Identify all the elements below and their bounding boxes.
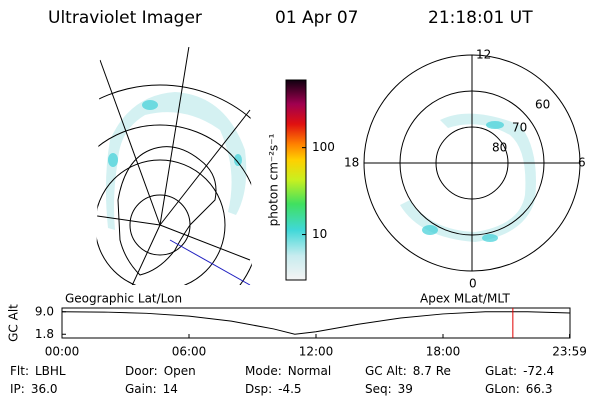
status-value: 39: [398, 382, 413, 396]
status-label: IP:: [10, 382, 25, 396]
status-value: 8.7 Re: [413, 364, 451, 378]
x-tick-label: 23:59: [552, 345, 587, 359]
status-field: IP: 36.0: [10, 382, 58, 396]
status-label: GLat:: [485, 364, 517, 378]
colorbar-tick-label: 10: [312, 227, 327, 241]
status-value: Open: [164, 364, 196, 378]
mlt-label: 6: [578, 156, 586, 170]
status-field: Flt: LBHL: [10, 364, 66, 378]
status-value: 36.0: [31, 382, 58, 396]
y-tick-label: 9.0: [35, 304, 54, 318]
status-value: Normal: [288, 364, 331, 378]
y-tick-label: 1.8: [35, 327, 54, 341]
left-panel-label: Geographic Lat/Lon: [65, 292, 182, 306]
status-label: Mode:: [245, 364, 282, 378]
colorbar-label: photon cm⁻²s⁻¹: [267, 133, 281, 226]
status-value: -4.5: [278, 382, 301, 396]
status-label: Dsp:: [245, 382, 272, 396]
x-tick-label: 18:00: [426, 345, 461, 359]
mlt-label: 0: [469, 277, 477, 291]
mlat-label: 60: [535, 98, 550, 112]
status-label: GC Alt:: [365, 364, 407, 378]
status-field: Seq: 39: [365, 382, 413, 396]
status-value: LBHL: [35, 364, 66, 378]
x-tick-label: 06:00: [172, 345, 207, 359]
altitude-frame: [61, 307, 571, 339]
status-field: Door: Open: [125, 364, 196, 378]
mlat-label: 70: [512, 121, 527, 135]
status-field: Mode: Normal: [245, 364, 331, 378]
polar-plot: [363, 54, 581, 272]
status-field: Dsp: -4.5: [245, 382, 302, 396]
status-label: Flt:: [10, 364, 29, 378]
status-value: 14: [163, 382, 178, 396]
status: Flt: LBHL Door: Open Mode: Normal GC Alt: 8.7 R…: [10, 364, 554, 396]
right-panel-label: Apex MLat/MLT: [420, 292, 510, 306]
x-tick-label: 00:00: [45, 345, 80, 359]
colorbar-tick-label: 100: [312, 140, 335, 154]
instrument: Ultraviolet Imager: [48, 8, 202, 28]
time: 21:18:01 UT: [428, 8, 533, 28]
status-field: GC Alt: 8.7 Re: [365, 364, 451, 378]
mlt-label: 12: [476, 48, 491, 62]
geo-map: [96, 45, 252, 285]
date: 01 Apr 07: [275, 8, 358, 28]
mlt-label: 18: [344, 156, 359, 170]
x-tick-label: 12:00: [299, 345, 334, 359]
altitude-ylabel: GC Alt: [7, 304, 21, 342]
status-value: 66.3: [526, 382, 553, 396]
status-label: Seq:: [365, 382, 392, 396]
status-label: Door:: [125, 364, 158, 378]
status-label: GLon:: [485, 382, 520, 396]
status-field: GLat: -72.4: [485, 364, 554, 378]
colorbar: [285, 79, 307, 281]
status-field: Gain: 14: [125, 382, 178, 396]
mlat-label: 80: [492, 141, 507, 155]
altitude-line: [61, 311, 571, 335]
status-value: -72.4: [523, 364, 554, 378]
status-label: Gain:: [125, 382, 157, 396]
status-field: GLon: 66.3: [485, 382, 552, 396]
